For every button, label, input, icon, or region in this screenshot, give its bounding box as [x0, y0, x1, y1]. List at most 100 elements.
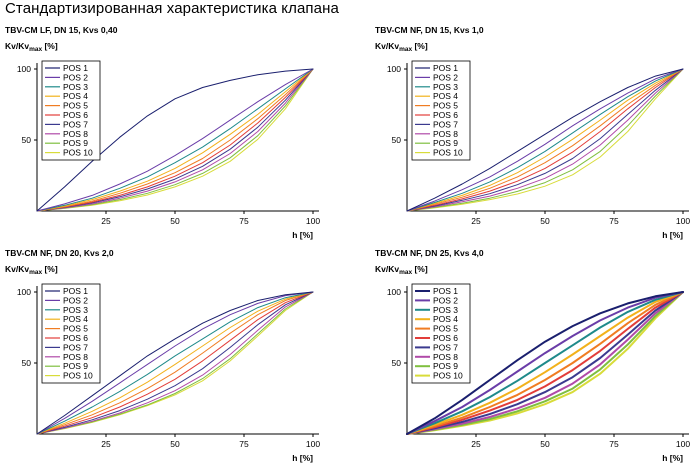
series-line-pos-1 — [36, 291, 314, 435]
y-tick-label: 50 — [22, 135, 32, 145]
x-tick-label: 50 — [540, 216, 550, 226]
legend-label: POS 9 — [63, 361, 88, 371]
series-line-pos-4 — [36, 291, 314, 435]
legend-label: POS 9 — [433, 361, 458, 371]
x-tick-label: 50 — [170, 216, 180, 226]
x-tick-label: 100 — [306, 439, 320, 449]
x-tick-label: 50 — [540, 439, 550, 449]
series-line-pos-5 — [36, 291, 314, 435]
y-axis-label-sub: max — [29, 269, 42, 276]
series-line-pos-9 — [406, 291, 684, 435]
y-tick-label: 100 — [17, 287, 31, 297]
series-line-pos-6 — [36, 68, 314, 212]
legend-label: POS 3 — [433, 305, 458, 315]
series-group — [36, 291, 314, 435]
legend-label: POS 3 — [433, 82, 458, 92]
y-axis-label: Kv/Kvmax [%] — [5, 41, 58, 53]
legend-label: POS 6 — [63, 110, 88, 120]
y-axis-label-unit: [%] — [412, 41, 428, 51]
series-line-pos-7 — [36, 291, 314, 435]
y-axis-label-sub: max — [399, 46, 412, 53]
chart-svg: TBV-CM NF, DN 20, Kvs 2,0 Kv/Kvmax [%] 25 5… — [5, 248, 320, 463]
x-axis-label: h [%] — [292, 453, 313, 463]
series-line-pos-8 — [406, 68, 684, 212]
y-axis-label-sub: max — [399, 269, 412, 276]
y-axis-label-unit: [%] — [412, 264, 428, 274]
series-line-pos-10 — [36, 68, 314, 212]
series-line-pos-7 — [406, 68, 684, 212]
legend-label: POS 7 — [433, 342, 458, 352]
series-line-pos-9 — [406, 68, 684, 212]
chart-title: TBV-CM NF, DN 20, Kvs 2,0 — [5, 248, 114, 258]
legend-label: POS 3 — [63, 305, 88, 315]
legend-label: POS 9 — [63, 138, 88, 148]
series-line-pos-4 — [406, 291, 684, 435]
series-line-pos-5 — [406, 68, 684, 212]
legend-label: POS 4 — [63, 91, 88, 101]
chart-panel-4: TBV-CM NF, DN 25, Kvs 4,0 Kv/Kvmax [%] 25 5… — [370, 243, 695, 468]
legend-label: POS 5 — [63, 324, 88, 334]
y-axis-label: Kv/Kvmax [%] — [5, 264, 58, 276]
series-line-pos-6 — [406, 68, 684, 212]
x-tick-label: 75 — [609, 439, 619, 449]
series-line-pos-8 — [36, 291, 314, 435]
series-group — [406, 68, 684, 212]
legend-label: POS 1 — [433, 63, 458, 73]
legend-label: POS 9 — [433, 138, 458, 148]
series-line-pos-9 — [36, 291, 314, 435]
chart-panel-2: TBV-CM NF, DN 15, Kvs 1,0 Kv/Kvmax [%] 25 5… — [370, 20, 695, 245]
y-axis-label-main: Kv/Kv — [375, 41, 399, 51]
legend-label: POS 2 — [63, 72, 88, 82]
x-tick-label: 100 — [676, 216, 690, 226]
legend-label: POS 2 — [63, 295, 88, 305]
x-tick-label: 50 — [170, 439, 180, 449]
chart-svg: TBV-CM LF, DN 15, Kvs 0,40 Kv/Kvmax [%] 25… — [5, 25, 320, 240]
legend-label: POS 2 — [433, 72, 458, 82]
legend-label: POS 1 — [63, 63, 88, 73]
legend-label: POS 10 — [63, 148, 93, 158]
legend-label: POS 1 — [433, 286, 458, 296]
x-tick-label: 25 — [471, 439, 481, 449]
y-axis-label-unit: [%] — [42, 264, 58, 274]
x-tick-label: 100 — [306, 216, 320, 226]
x-tick-label: 100 — [676, 439, 690, 449]
y-axis-label: Kv/Kvmax [%] — [375, 264, 428, 276]
legend-label: POS 7 — [433, 119, 458, 129]
series-line-pos-6 — [406, 291, 684, 435]
x-tick-label: 25 — [471, 216, 481, 226]
series-line-pos-5 — [406, 291, 684, 435]
legend-label: POS 10 — [433, 148, 463, 158]
series-line-pos-4 — [36, 68, 314, 212]
x-tick-label: 75 — [239, 216, 249, 226]
legend-label: POS 4 — [63, 314, 88, 324]
y-tick-label: 100 — [17, 64, 31, 74]
legend-label: POS 8 — [433, 129, 458, 139]
legend-label: POS 6 — [433, 333, 458, 343]
series-line-pos-6 — [36, 291, 314, 435]
legend-label: POS 3 — [63, 82, 88, 92]
y-axis-label-main: Kv/Kv — [5, 264, 29, 274]
series-line-pos-3 — [406, 291, 684, 435]
chart-svg: TBV-CM NF, DN 25, Kvs 4,0 Kv/Kvmax [%] 25 5… — [375, 248, 690, 463]
chart-panel-1: TBV-CM LF, DN 15, Kvs 0,40 Kv/Kvmax [%] 25… — [0, 20, 330, 245]
series-line-pos-2 — [406, 291, 684, 435]
legend-label: POS 6 — [433, 110, 458, 120]
y-tick-label: 50 — [392, 358, 402, 368]
series-line-pos-7 — [36, 68, 314, 212]
chart-title: TBV-CM NF, DN 25, Kvs 4,0 — [375, 248, 484, 258]
legend-label: POS 2 — [433, 295, 458, 305]
series-line-pos-8 — [36, 68, 314, 212]
y-tick-label: 100 — [387, 287, 401, 297]
x-tick-label: 75 — [239, 439, 249, 449]
series-line-pos-7 — [406, 291, 684, 435]
series-line-pos-10 — [406, 68, 684, 212]
series-line-pos-3 — [36, 68, 314, 212]
x-axis-label: h [%] — [662, 453, 683, 463]
series-group — [406, 291, 684, 435]
legend-label: POS 10 — [63, 371, 93, 381]
series-line-pos-3 — [406, 68, 684, 212]
x-axis-label: h [%] — [292, 230, 313, 240]
legend-label: POS 5 — [433, 101, 458, 111]
legend-label: POS 4 — [433, 91, 458, 101]
x-tick-label: 25 — [101, 216, 111, 226]
